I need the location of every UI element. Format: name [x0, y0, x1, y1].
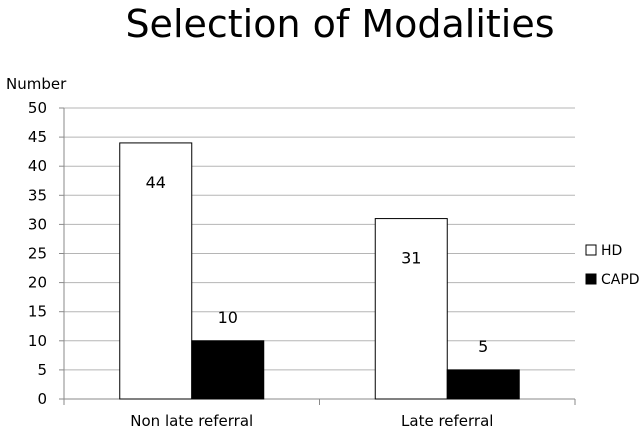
data-label-hd-0: 44 [146, 173, 166, 192]
data-label-hd-1: 31 [401, 249, 421, 268]
y-tick-label-30: 30 [28, 215, 47, 233]
category-label-0: Non late referral [130, 412, 253, 430]
y-tick-labels: 0 5 10 15 20 25 30 35 40 45 50 [28, 99, 47, 408]
legend-label-capd: CAPD [601, 272, 640, 288]
legend-swatch-hd [585, 244, 597, 256]
legend-swatch-capd [585, 273, 597, 285]
bars [119, 142, 520, 400]
data-label-capd-0: 10 [218, 308, 238, 327]
y-tick-label-0: 0 [37, 390, 47, 408]
y-tick-label-10: 10 [28, 332, 47, 350]
chart-title: Selection of Modalities [125, 2, 554, 46]
category-label-1: Late referral [401, 412, 493, 430]
bar-capd-0 [191, 340, 265, 400]
y-tick-label-5: 5 [37, 361, 47, 379]
data-labels: 44 10 31 5 [146, 173, 489, 356]
y-tick-label-25: 25 [28, 245, 47, 263]
bar-hd-1 [374, 218, 448, 400]
y-tick-label-45: 45 [28, 128, 47, 146]
bar-hd-0 [119, 142, 193, 400]
y-tick-label-20: 20 [28, 274, 47, 292]
legend: HD CAPD [585, 243, 640, 288]
category-labels: Non late referral Late referral [130, 412, 493, 430]
bar-capd-1 [446, 369, 520, 400]
legend-label-hd: HD [601, 243, 622, 259]
y-tick-label-35: 35 [28, 186, 47, 204]
y-axis-label: Number [6, 75, 67, 93]
y-tick-label-50: 50 [28, 99, 47, 117]
y-tick-label-40: 40 [28, 157, 47, 175]
y-tick-label-15: 15 [28, 303, 47, 321]
data-label-capd-1: 5 [478, 337, 488, 356]
